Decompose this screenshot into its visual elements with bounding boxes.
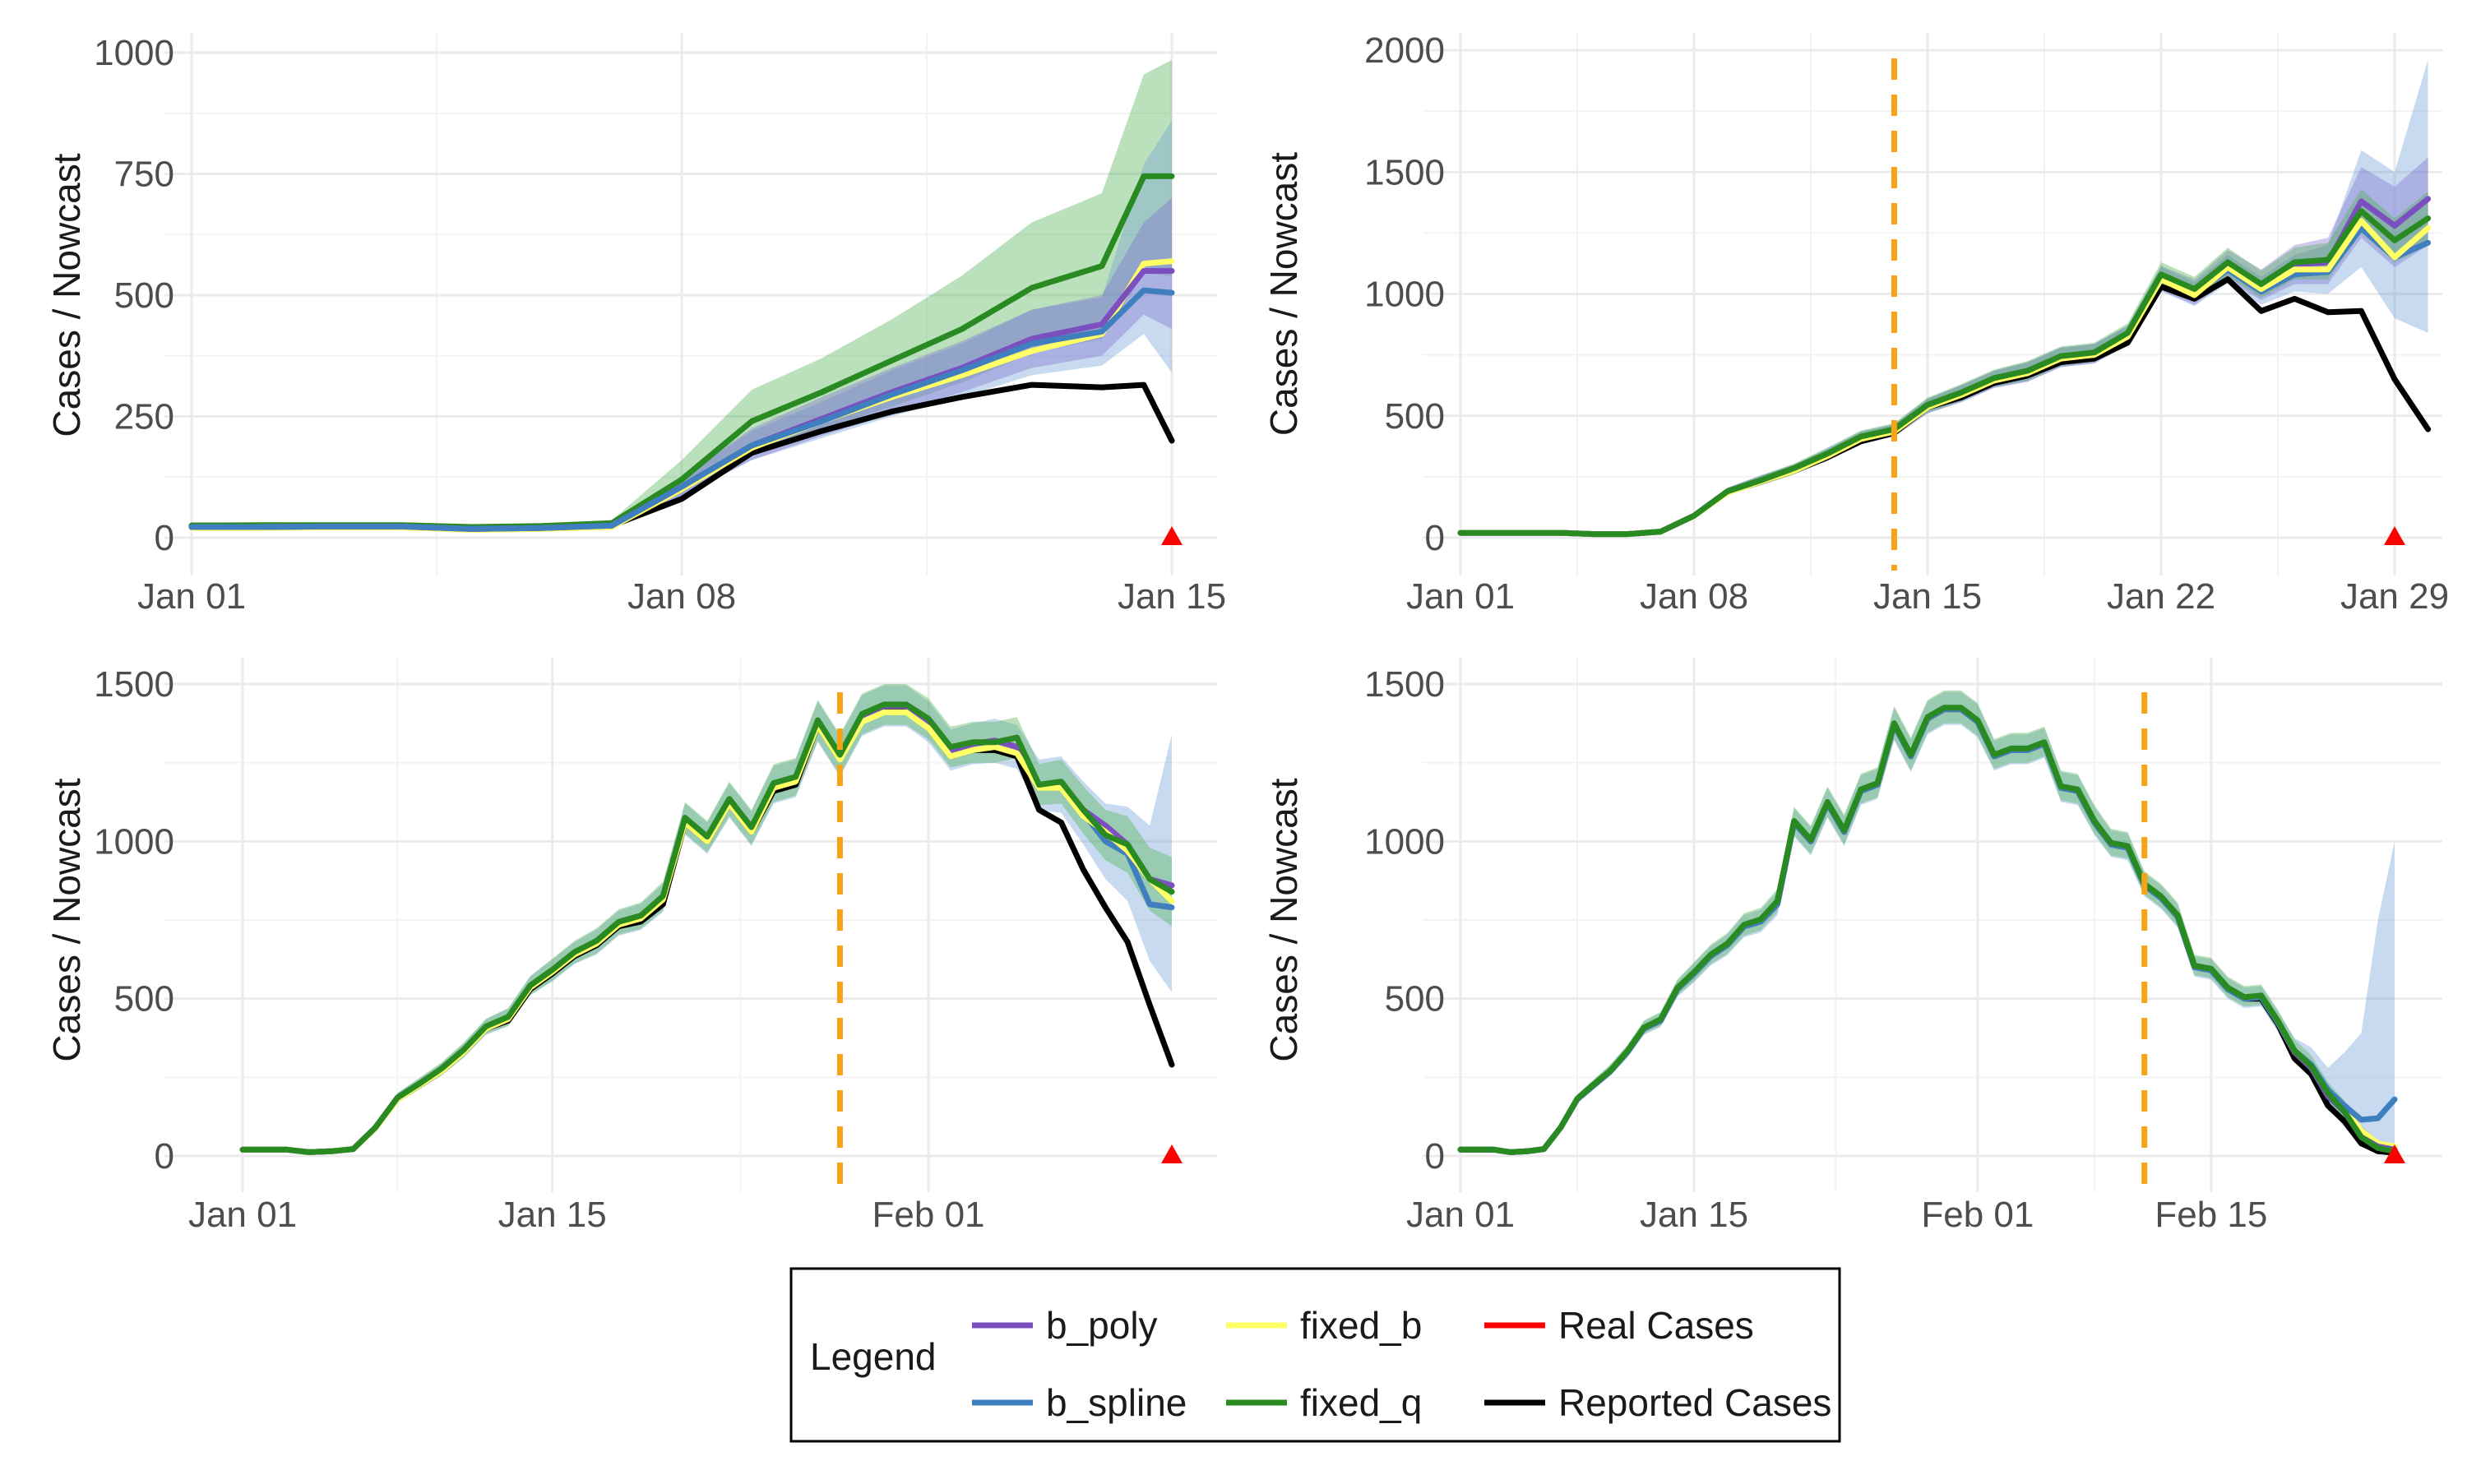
series-line-b-poly: [1457, 706, 2398, 1155]
y-tick-label: 1500: [1364, 152, 1445, 192]
legend-label-reported: Reported Cases: [1558, 1381, 1831, 1424]
real-case-marker: [1161, 1144, 1183, 1163]
x-tick-label: Feb 01: [1921, 1195, 2034, 1235]
x-tick-label: Jan 01: [1406, 1195, 1515, 1235]
y-tick-label: 0: [155, 518, 174, 558]
legend-label-b-poly: b_poly: [1046, 1304, 1158, 1347]
y-tick-label: 500: [1385, 396, 1445, 437]
y-tick-label: 1000: [94, 821, 174, 862]
grid: [1423, 658, 2442, 1192]
legend-label-fixed-q: fixed_q: [1300, 1381, 1422, 1424]
legend-label-b-spline: b_spline: [1046, 1381, 1187, 1424]
band-fixed-q: [1460, 690, 2395, 1155]
series-line-fixed-b: [1457, 706, 2398, 1155]
x-tick-label: Jan 08: [1640, 576, 1748, 617]
band-fixed-q: [192, 59, 1172, 529]
band-b-spline: [1460, 59, 2428, 535]
x-tick-label: Jan 01: [137, 576, 246, 617]
y-tick-label: 1500: [1364, 664, 1445, 705]
x-tick-label: Jan 29: [2340, 576, 2449, 617]
series-line-b-spline: [1457, 706, 2398, 1155]
series-line-b-spline: [188, 287, 1175, 532]
series-line-reported: [1457, 706, 2398, 1156]
series-line-fixed-q: [1457, 208, 2432, 538]
x-tick-label: Jan 15: [1873, 576, 1982, 617]
panel-bottom-right: 0 500 1000 1500 Jan 01 Jan 15 Feb 01 Feb 15 Case…: [1262, 658, 2442, 1235]
x-tick-label: Jan 15: [498, 1195, 607, 1235]
x-tick-label: Jan 01: [1406, 576, 1515, 617]
real-case-marker: [2384, 1144, 2405, 1163]
y-tick-label: 500: [114, 979, 174, 1019]
x-tick-label: Jan 15: [1118, 576, 1226, 617]
grid: [1423, 33, 2442, 576]
y-tick-label: 1000: [1364, 821, 1445, 862]
y-tick-label: 0: [1425, 1136, 1445, 1177]
y-axis-title: Cases / Nowcast: [45, 778, 88, 1061]
panel-top-right: 0 500 1000 1500 2000 Jan 01 Jan 08 Jan 15 Jan 22…: [1262, 30, 2449, 617]
y-axis-title: Cases / Nowcast: [1262, 778, 1305, 1061]
y-tick-label: 500: [1385, 979, 1445, 1019]
band-b-poly: [1460, 157, 2428, 535]
legend-label-real: Real Cases: [1558, 1304, 1754, 1347]
y-tick-label: 500: [114, 275, 174, 316]
x-tick-label: Jan 22: [2107, 576, 2215, 617]
y-tick-label: 250: [114, 397, 174, 437]
real-case-marker: [1161, 526, 1183, 545]
x-tick-label: Jan 08: [627, 576, 736, 617]
band-b-spline: [1460, 691, 2395, 1153]
y-tick-label: 750: [114, 155, 174, 195]
series-line-fixed-q: [1457, 705, 2398, 1155]
y-tick-label: 2000: [1364, 30, 1445, 71]
y-tick-label: 0: [1425, 518, 1445, 558]
band-fixed-q: [1460, 189, 2428, 535]
x-tick-label: Feb 01: [872, 1195, 985, 1235]
y-axis-title: Cases / Nowcast: [45, 153, 88, 437]
y-tick-label: 0: [155, 1136, 174, 1177]
panel-top-left: 0 250 500 750 1000 Jan 01 Jan 08 Jan 15 Cases / …: [45, 33, 1226, 617]
band-fixed-q: [243, 684, 1172, 1153]
y-tick-label: 1500: [94, 664, 174, 705]
legend: Legend b_poly fixed_b Real Cases b_spline fi…: [789, 1267, 1841, 1443]
legend-title: Legend: [810, 1335, 937, 1378]
series-line-fixed-q: [239, 701, 1175, 1155]
x-tick-label: Jan 15: [1640, 1195, 1748, 1235]
y-tick-label: 1000: [1364, 275, 1445, 315]
real-case-marker: [2384, 526, 2405, 545]
y-axis-title: Cases / Nowcast: [1262, 152, 1305, 436]
legend-box: [789, 1267, 1841, 1443]
panel-bottom-left: 0 500 1000 1500 Jan 01 Jan 15 Feb 01 Cases / No…: [45, 658, 1217, 1235]
x-tick-label: Feb 15: [2155, 1195, 2267, 1235]
series-line-fixed-b: [239, 709, 1175, 1155]
grid: [164, 658, 1217, 1192]
legend-label-fixed-b: fixed_b: [1300, 1304, 1422, 1347]
x-tick-label: Jan 01: [188, 1195, 297, 1235]
series-line-b-poly: [1457, 196, 2432, 538]
y-tick-label: 1000: [94, 33, 174, 73]
